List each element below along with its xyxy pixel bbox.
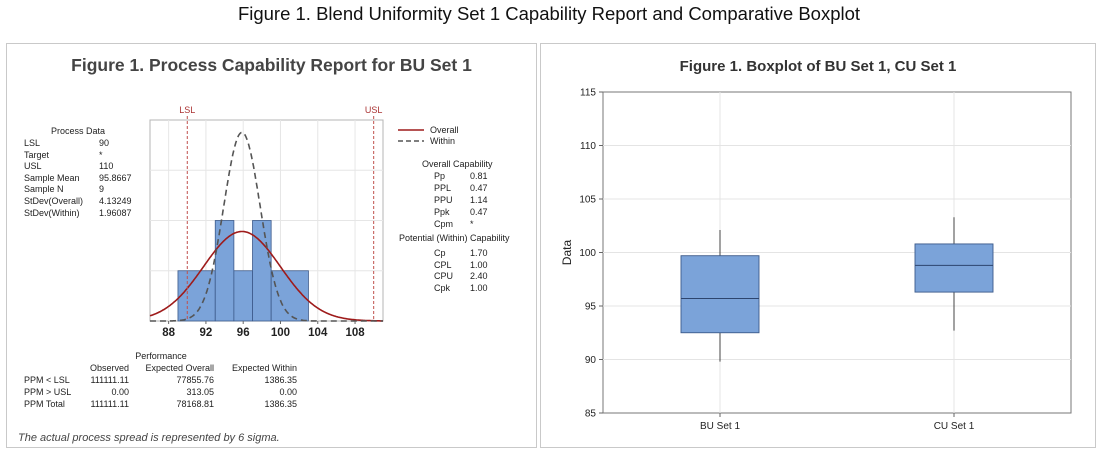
within-capability-label: Cpk (434, 282, 451, 293)
histogram-tick-label: 100 (271, 327, 290, 339)
legend-overall-label: Overall (430, 125, 459, 135)
within-capability-label: CPU (434, 271, 454, 281)
boxplot-title: Figure 1. Boxplot of BU Set 1, CU Set 1 (679, 58, 957, 75)
overall-capability-value: 0.47 (470, 207, 488, 217)
usl-label: USL (365, 105, 383, 115)
capability-report-panel: Figure 1. Process Capability Report for … (6, 43, 537, 448)
within-capability-value: 2.40 (470, 271, 488, 281)
capability-histogram: LSL USL 88 92 96 100 104 108 (149, 105, 384, 339)
performance-cell: 77855.76 (176, 375, 214, 385)
performance-cell: 1386.35 (264, 399, 297, 409)
boxplot-y-tick-label: 100 (579, 248, 596, 259)
within-capability-value: 1.00 (470, 259, 488, 270)
performance-column-header: Observed (89, 363, 129, 373)
histogram-bar (252, 220, 272, 322)
overall-capability-label: Ppk (434, 207, 450, 217)
overall-capability-label: Cpm (434, 219, 454, 229)
histogram-tick-label: 92 (200, 327, 213, 339)
boxplot-y-tick-label: 95 (585, 302, 597, 313)
boxplot-y-tick-label: 110 (580, 141, 596, 152)
lsl-label: LSL (179, 105, 195, 115)
performance-cell: 111111.11 (90, 399, 129, 409)
boxplot-chart: 85 90 95 100 105 110 115 BU Set 1 CU Set 1 Data (560, 88, 1072, 432)
process-data-value: 90 (99, 138, 110, 148)
boxplot-y-tick-label: 90 (585, 355, 597, 366)
boxplot-y-tick-label: 105 (579, 195, 596, 206)
boxplot-x-tick-label: CU Set 1 (934, 421, 975, 432)
process-data-header: Process Data (50, 126, 106, 136)
boxplot-box (680, 255, 760, 334)
capability-legend-swatches (398, 129, 424, 142)
histogram-tick-label: 88 (162, 327, 175, 339)
histogram-tick-label: 104 (308, 327, 328, 339)
performance-column-header: Expected Within (231, 363, 297, 373)
process-data-value: 95.8667 (99, 172, 132, 183)
capability-report-title: Figure 1. Process Capability Report for … (71, 55, 472, 75)
process-data-value: 1.96087 (99, 207, 132, 218)
performance-cell: 1386.35 (264, 375, 297, 385)
performance-cell: 78168.81 (176, 399, 214, 409)
histogram-tick-label: 108 (345, 327, 365, 339)
performance-cell: 0.00 (279, 387, 297, 397)
process-data-label: StDev(Within) (24, 207, 80, 218)
process-data-label: Target (24, 149, 50, 160)
overall-capability-header: Overall Capability (422, 159, 493, 169)
within-capability-value: 1.70 (470, 248, 488, 258)
boxplot-y-axis-label: Data (560, 240, 574, 266)
process-data-value: 110 (99, 161, 114, 172)
process-data-value: 9 (99, 184, 105, 195)
performance-header: Performance (135, 351, 187, 361)
process-data-label: USL (24, 161, 42, 172)
boxplot-panel: Figure 1. Boxplot of BU Set 1, CU Set 1 … (540, 43, 1096, 448)
overall-capability-label: PPU (434, 195, 453, 205)
performance-row-label: PPM < LSL (24, 375, 70, 385)
process-data-label: LSL (24, 138, 41, 148)
histogram-bar (233, 270, 253, 322)
within-capability-value: 1.00 (470, 282, 488, 293)
performance-row-label: PPM Total (24, 399, 65, 409)
performance-column-header: Expected Overall (145, 363, 214, 373)
performance-row-label: PPM > USL (24, 387, 72, 397)
process-data-label: StDev(Overall) (24, 196, 84, 206)
overall-capability-value: 0.81 (470, 171, 488, 181)
overall-capability-value: 0.47 (470, 183, 488, 193)
process-data-value: 4.13249 (99, 196, 132, 206)
histogram-tick-label: 96 (237, 327, 250, 339)
boxplot-y-tick-label: 85 (585, 409, 597, 420)
six-sigma-note: The actual process spread is represented… (18, 432, 280, 444)
performance-cell: 111111.11 (90, 375, 129, 385)
curve-within (150, 131, 383, 322)
overall-capability-value: * (470, 219, 474, 229)
process-data-value: * (99, 149, 103, 160)
within-capability-header: Potential (Within) Capability (399, 233, 510, 243)
within-capability-label: CPL (434, 259, 452, 270)
overall-capability-label: PPL (434, 183, 452, 193)
legend-within-label: Within (430, 136, 456, 146)
performance-cell: 313.05 (186, 387, 214, 397)
performance-cell: 0.00 (111, 387, 129, 397)
boxplot-x-tick-label: BU Set 1 (700, 421, 740, 432)
main-title: Figure 1. Blend Uniformity Set 1 Capabil… (237, 3, 861, 24)
overall-capability-label: Pp (434, 171, 446, 181)
within-capability-label: Cp (434, 248, 446, 258)
histogram-bar (177, 270, 216, 322)
boxplot-y-tick-label: 115 (580, 88, 596, 99)
process-data-label: Sample N (24, 184, 64, 195)
boxplot-box (914, 243, 994, 293)
process-data-label: Sample Mean (24, 172, 80, 183)
overall-capability-value: 1.14 (470, 195, 488, 205)
